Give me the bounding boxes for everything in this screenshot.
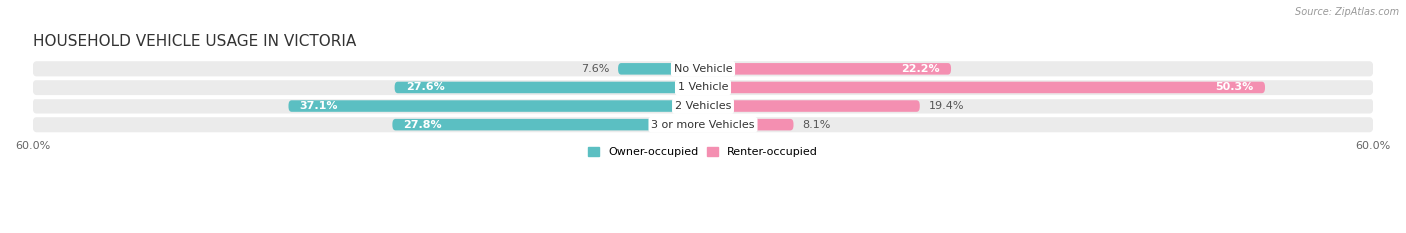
Text: 1 Vehicle: 1 Vehicle — [678, 82, 728, 93]
Text: 27.8%: 27.8% — [404, 120, 443, 130]
Text: 3 or more Vehicles: 3 or more Vehicles — [651, 120, 755, 130]
FancyBboxPatch shape — [395, 82, 703, 93]
Text: 37.1%: 37.1% — [299, 101, 339, 111]
Text: Source: ZipAtlas.com: Source: ZipAtlas.com — [1295, 7, 1399, 17]
FancyBboxPatch shape — [619, 63, 703, 75]
Text: 19.4%: 19.4% — [929, 101, 965, 111]
FancyBboxPatch shape — [703, 100, 920, 112]
Text: 22.2%: 22.2% — [901, 64, 939, 74]
Text: No Vehicle: No Vehicle — [673, 64, 733, 74]
FancyBboxPatch shape — [703, 119, 793, 130]
FancyBboxPatch shape — [32, 61, 1374, 76]
FancyBboxPatch shape — [288, 100, 703, 112]
Text: HOUSEHOLD VEHICLE USAGE IN VICTORIA: HOUSEHOLD VEHICLE USAGE IN VICTORIA — [32, 34, 356, 49]
Legend: Owner-occupied, Renter-occupied: Owner-occupied, Renter-occupied — [583, 142, 823, 161]
FancyBboxPatch shape — [392, 119, 703, 130]
Text: 8.1%: 8.1% — [803, 120, 831, 130]
FancyBboxPatch shape — [32, 98, 1374, 114]
FancyBboxPatch shape — [703, 63, 950, 75]
FancyBboxPatch shape — [32, 117, 1374, 132]
Text: 50.3%: 50.3% — [1216, 82, 1254, 93]
Text: 7.6%: 7.6% — [581, 64, 609, 74]
FancyBboxPatch shape — [703, 82, 1265, 93]
FancyBboxPatch shape — [32, 80, 1374, 95]
Text: 2 Vehicles: 2 Vehicles — [675, 101, 731, 111]
Text: 27.6%: 27.6% — [406, 82, 444, 93]
